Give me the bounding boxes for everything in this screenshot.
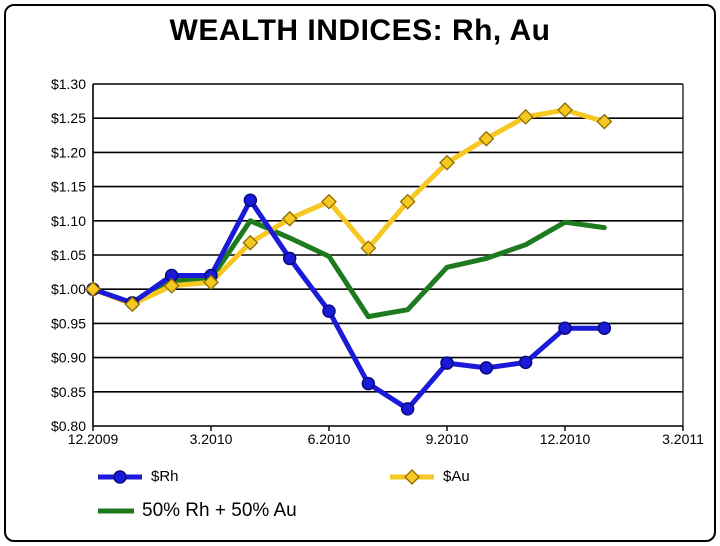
data-point [242,234,259,251]
data-point [479,361,494,375]
data-point [557,102,573,118]
data-point [282,251,297,266]
data-point [361,376,376,391]
data-point [203,274,219,291]
series-line [90,197,607,412]
legend-label-au: $Au [443,468,470,485]
y-tick-label: $0.80 [51,418,86,434]
data-point [360,240,377,257]
data-point [163,277,180,294]
legend-label-blend: 50% Rh + 50% Au [142,500,297,521]
y-tick-label: $1.10 [51,213,86,229]
x-tick-label: 12.2010 [540,431,591,447]
y-tick-label: $0.85 [51,384,86,400]
x-tick-label: 6.2010 [308,431,351,447]
y-tick-labels: $1.30 $1.25 $1.20 $1.15 $1.10 $1.05 $1.00 $0.95… [51,76,86,434]
data-point [281,210,298,227]
y-tick-label: $1.20 [51,144,86,160]
data-point [517,108,534,125]
x-tick-label: 12.2009 [68,431,119,447]
y-tick-label: $1.15 [51,179,86,195]
y-tick-label: $1.00 [51,281,86,297]
data-point [124,296,141,313]
y-tick-label: $0.95 [51,315,86,331]
x-tick-label: 9.2010 [426,431,469,447]
x-tick-labels: 12.2009 3.2010 6.2010 9.2010 12.2010 3.2011 [68,431,704,447]
legend-marker-rh [113,470,127,484]
y-tick-label: $1.05 [51,247,86,263]
chart-frame [4,4,716,542]
data-point [596,113,613,130]
legend [98,469,434,514]
data-point [399,193,416,210]
y-tick-label: $0.90 [51,350,86,366]
x-tick-label: 3.2011 [662,431,704,447]
data-point [597,321,612,335]
y-tick-label: $1.25 [51,110,86,126]
data-point [321,193,337,210]
series-line [90,218,607,320]
y-tick-label: $1.30 [51,76,86,92]
series-markers [85,102,613,416]
data-point [478,130,495,147]
legend-label-rh: $Rh [151,468,179,485]
legend-marker-au [404,469,420,485]
data-point [85,281,101,298]
grid-lines [93,83,683,427]
data-point [400,402,415,416]
data-point [322,304,336,318]
data-point [440,356,454,370]
x-tick-label: 3.2010 [190,431,233,447]
data-point [558,321,572,335]
chart-title: WEALTH INDICES: Rh, Au [169,14,551,47]
data-point [439,154,455,171]
axes [92,84,684,431]
data-point [518,355,533,370]
data-point [243,193,258,208]
